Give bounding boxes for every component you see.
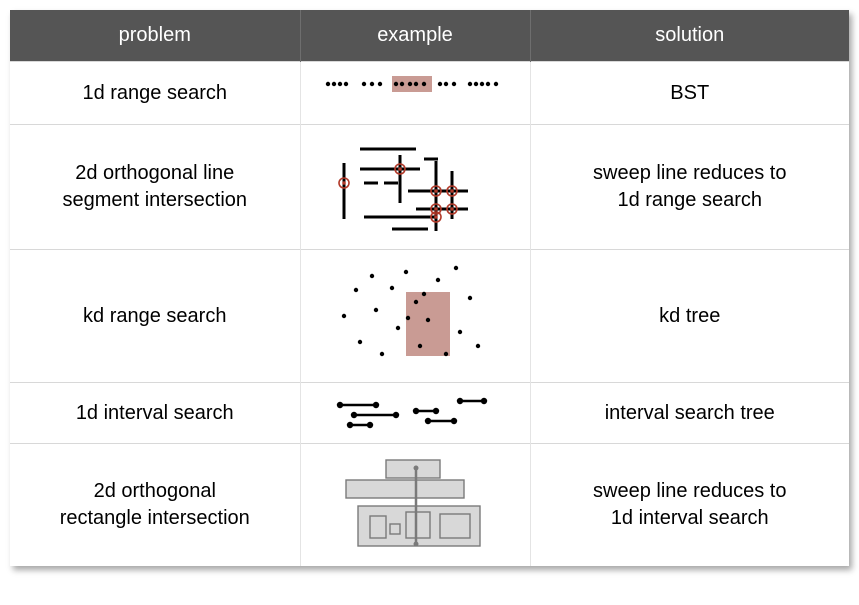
solution-cell: interval search tree [530, 383, 849, 444]
solution-cell: sweep line reduces to1d interval search [530, 444, 849, 567]
geometric-search-table: problem example solution 1d range search… [10, 10, 849, 566]
problem-cell: 2d orthogonalrectangle intersection [10, 444, 300, 567]
example-cell [300, 383, 530, 444]
col-header-problem: problem [10, 10, 300, 62]
segment-intersection-diagram [320, 133, 510, 241]
example-cell [300, 250, 530, 383]
solution-cell: kd tree [530, 250, 849, 383]
rect-intersection-diagram [320, 452, 510, 558]
example-cell [300, 62, 530, 125]
intervals-diagram [320, 391, 510, 435]
1d-range-diagram [320, 70, 510, 116]
table-row: 1d range search BST [10, 62, 849, 125]
problem-cell: kd range search [10, 250, 300, 383]
table-row: kd range search kd tree [10, 250, 849, 383]
problem-cell: 2d orthogonal linesegment intersection [10, 125, 300, 250]
header-row: problem example solution [10, 10, 849, 62]
col-header-example: example [300, 10, 530, 62]
table-row: 2d orthogonalrectangle intersection sweep… [10, 444, 849, 567]
problem-cell: 1d interval search [10, 383, 300, 444]
table-row: 2d orthogonal linesegment intersection sw… [10, 125, 849, 250]
example-cell [300, 444, 530, 567]
example-cell [300, 125, 530, 250]
solution-cell: BST [530, 62, 849, 125]
table-row: 1d interval search interval search tree [10, 383, 849, 444]
kd-range-diagram [320, 258, 510, 374]
solution-cell: sweep line reduces to1d range search [530, 125, 849, 250]
col-header-solution: solution [530, 10, 849, 62]
problem-cell: 1d range search [10, 62, 300, 125]
